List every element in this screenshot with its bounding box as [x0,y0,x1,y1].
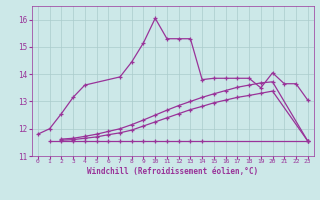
X-axis label: Windchill (Refroidissement éolien,°C): Windchill (Refroidissement éolien,°C) [87,167,258,176]
